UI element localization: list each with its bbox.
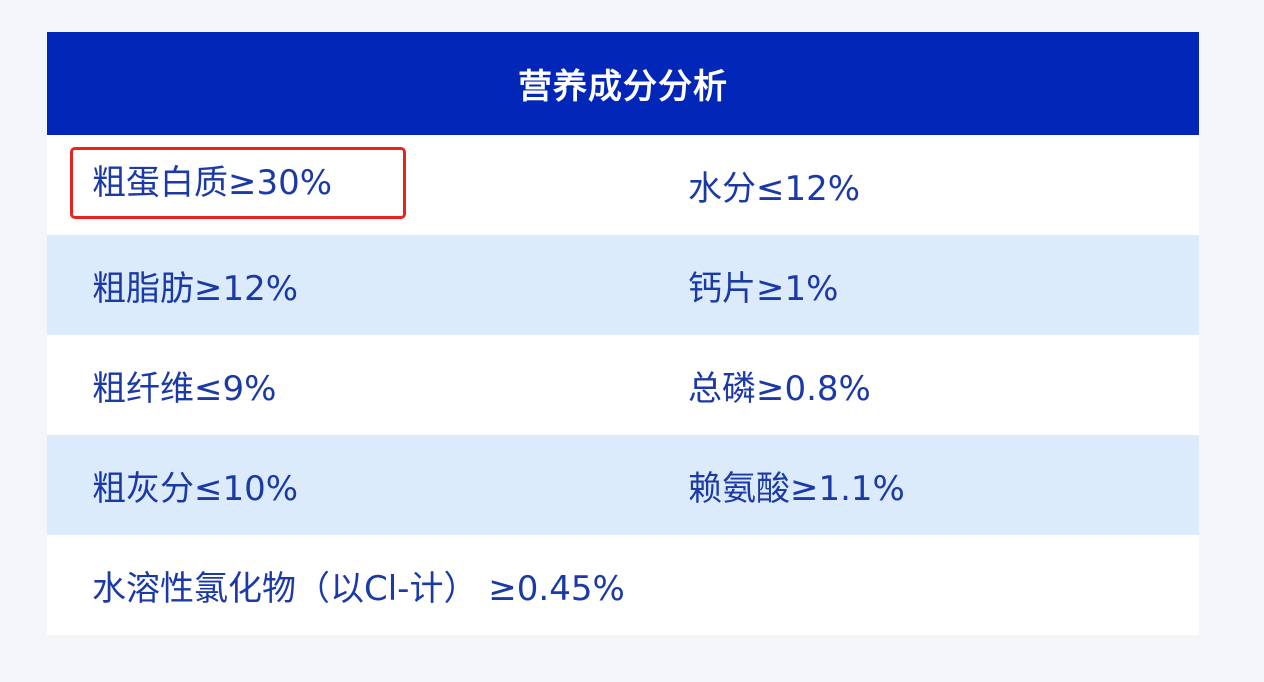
cell-calcium: 钙片≥1%	[688, 268, 839, 309]
cell-moisture: 水分≤12%	[688, 168, 861, 209]
highlight-box	[70, 147, 406, 219]
cell-lysine: 赖氨酸≥1.1%	[688, 468, 905, 509]
table-title: 营养成分分析	[47, 32, 1199, 135]
table-row: 粗灰分≤10% 赖氨酸≥1.1%	[47, 435, 1199, 535]
cell-crude-ash: 粗灰分≤10%	[92, 468, 299, 509]
cell-crude-protein: 粗蛋白质≥30%	[92, 162, 333, 203]
table-row: 粗蛋白质≥30% 水分≤12%	[47, 135, 1199, 235]
cell-total-phosphorus: 总磷≥0.8%	[688, 368, 871, 409]
table-row: 粗脂肪≥12% 钙片≥1%	[47, 235, 1199, 335]
cell-crude-fat: 粗脂肪≥12%	[92, 268, 299, 309]
nutrition-table: 营养成分分析 粗蛋白质≥30% 水分≤12% 粗脂肪≥12% 钙片≥1% 粗纤维…	[47, 32, 1199, 635]
table-row: 粗纤维≤9% 总磷≥0.8%	[47, 335, 1199, 435]
table-row: 水溶性氯化物（以Cl-计） ≥0.45%	[47, 535, 1199, 635]
cell-crude-fiber: 粗纤维≤9%	[92, 368, 277, 409]
cell-water-soluble-chloride: 水溶性氯化物（以Cl-计） ≥0.45%	[92, 568, 625, 609]
